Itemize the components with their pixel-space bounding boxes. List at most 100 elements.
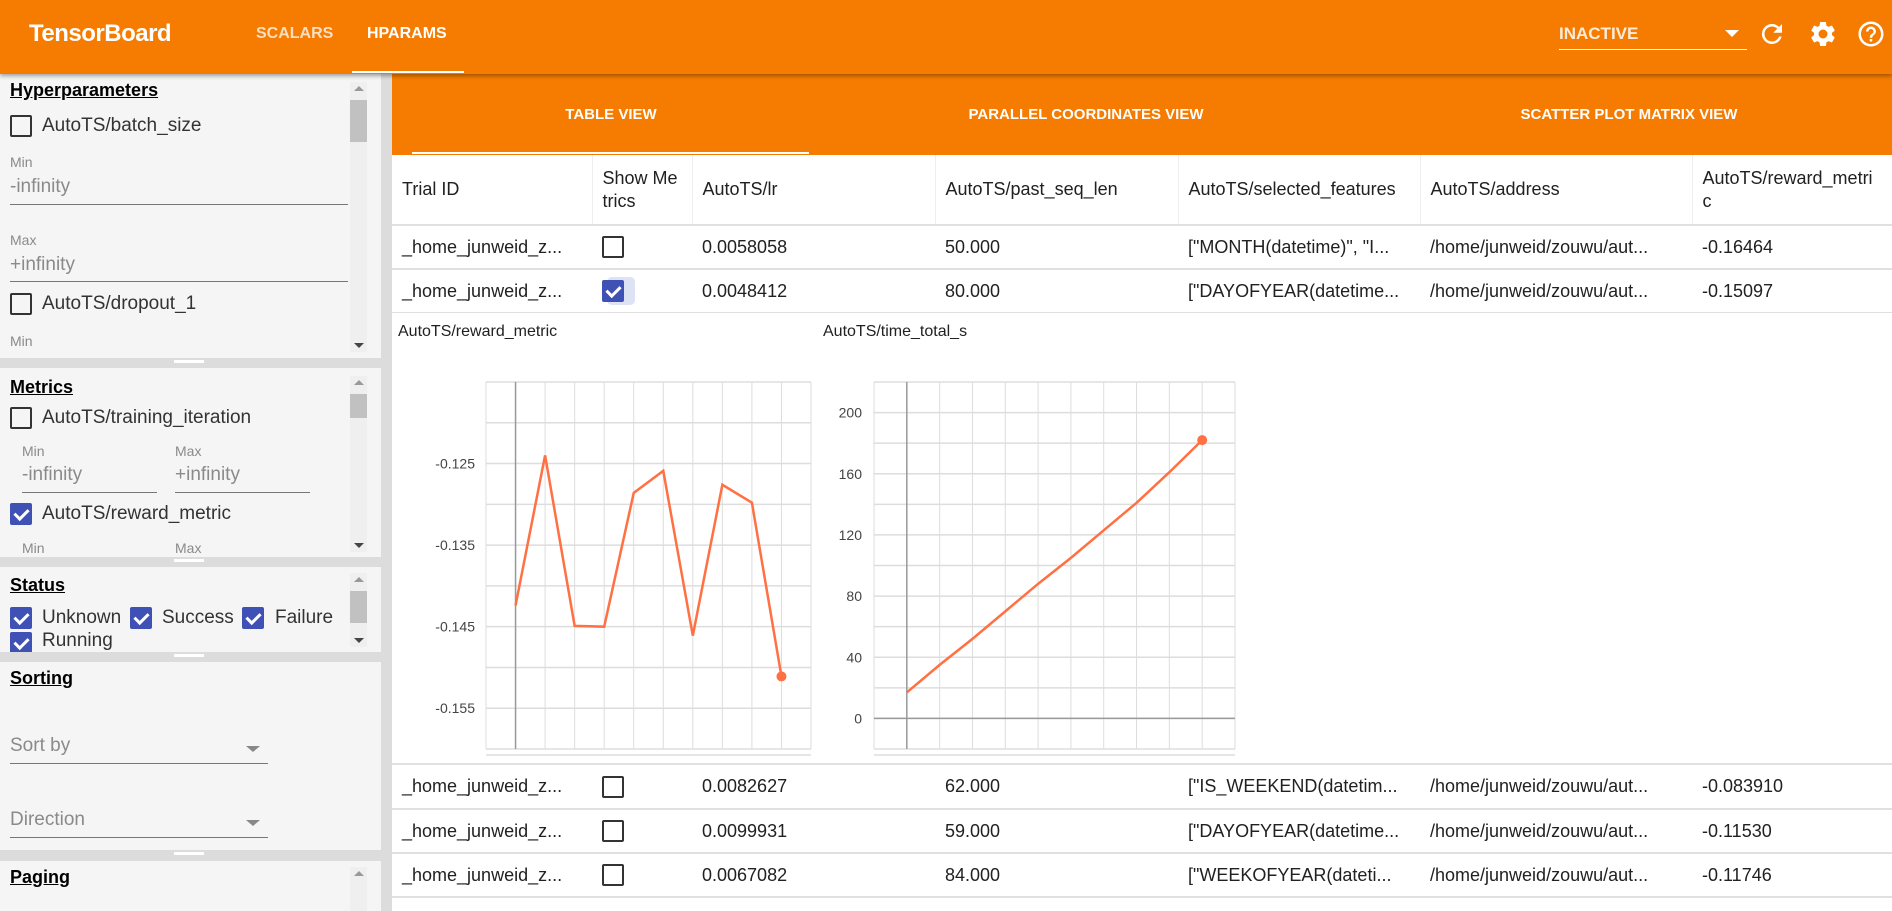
show-metrics-cell: [592, 269, 692, 314]
chart-title: AutoTS/reward_metric: [398, 323, 558, 340]
settings-icon[interactable]: [1808, 19, 1838, 49]
column-header-show-metrics[interactable]: Show Metrics: [592, 155, 693, 226]
tab-parallel-coordinates-view[interactable]: PARALLEL COORDINATES VIEW: [968, 106, 1204, 123]
hparam-label: AutoTS/dropout_1: [42, 293, 197, 314]
column-header-reward-metric[interactable]: AutoTS/reward_metric: [1692, 155, 1892, 226]
dropdown-arrow-icon: [246, 820, 260, 826]
status-section: Status Unknown Success Failure Running: [0, 567, 381, 652]
selected-features-cell: ["DAYOFYEAR(datetime...: [1178, 269, 1420, 314]
metric-checkbox-training-iteration[interactable]: [10, 407, 32, 429]
scrollbar[interactable]: [350, 82, 367, 352]
y-tick-label: -0.155: [435, 700, 475, 716]
show-metrics-checkbox[interactable]: [602, 280, 624, 303]
column-header-past-seq-len[interactable]: AutoTS/past_seq_len: [935, 155, 1179, 226]
show-metrics-checkbox[interactable]: [602, 864, 624, 887]
input-underline: [22, 492, 157, 493]
nav-tab-hparams[interactable]: HPARAMS: [367, 25, 447, 42]
view-tabs: TABLE VIEW PARALLEL COORDINATES VIEW SCA…: [392, 74, 1892, 155]
column-header-lr[interactable]: AutoTS/lr: [692, 155, 936, 226]
reward-metric-cell: -0.083910: [1692, 765, 1892, 810]
resize-handle[interactable]: [174, 654, 204, 657]
scrollbar[interactable]: [350, 573, 367, 647]
hyperparameters-section: Hyperparameters AutoTS/batch_size Min -i…: [0, 74, 381, 358]
table-row[interactable]: _home_junweid_z... 0.0067082 84.000 ["WEEKO…: [392, 853, 1892, 898]
trial-id-cell: _home_junweid_z...: [392, 225, 592, 270]
nav-tab-scalars[interactable]: SCALARS: [256, 25, 334, 42]
top-app-bar: TensorBoard SCALARS HPARAMS INACTIVE: [0, 0, 1892, 74]
selected-features-cell: ["WEEKOFYEAR(dateti...: [1178, 853, 1420, 898]
tab-scatter-plot-matrix-view[interactable]: SCATTER PLOT MATRIX VIEW: [1520, 106, 1738, 123]
dropdown-arrow-icon: [1725, 30, 1739, 37]
selected-features-cell: ["IS_WEEKEND(datetim...: [1178, 765, 1420, 810]
address-cell: /home/junweid/zouwu/aut...: [1420, 809, 1692, 854]
past-seq-len-cell: 50.000: [935, 225, 1178, 270]
status-label: Success: [162, 607, 234, 628]
selected-features-cell: ["MONTH(datetime)", "I...: [1178, 225, 1420, 270]
refresh-icon[interactable]: [1757, 19, 1787, 49]
metric-checkbox-reward-metric[interactable]: [10, 503, 32, 525]
input-underline: [10, 281, 348, 282]
series-line: [906, 439, 1204, 694]
reward-metric-cell: -0.11746: [1692, 853, 1892, 898]
table-row[interactable]: _home_junweid_z... 0.0099931 59.000 ["DAYOF…: [392, 809, 1892, 854]
min-input[interactable]: -infinity: [10, 176, 71, 197]
status-label: Unknown: [42, 607, 122, 628]
run-selector[interactable]: INACTIVE: [1559, 18, 1747, 50]
y-tick-label: 160: [839, 466, 863, 482]
scrollbar[interactable]: [350, 376, 367, 552]
status-checkbox-failure[interactable]: [242, 607, 264, 629]
resize-handle[interactable]: [174, 559, 204, 562]
y-tick-label: 120: [839, 527, 863, 543]
show-metrics-checkbox[interactable]: [602, 775, 624, 798]
input-underline: [175, 492, 310, 493]
table-row[interactable]: _home_junweid_z... 0.0082627 62.000 ["IS_WE…: [392, 765, 1892, 810]
table-row[interactable]: _home_junweid_z... 0.0048412 80.000 ["DAYOF…: [392, 269, 1892, 314]
y-tick-label: 80: [846, 588, 862, 604]
past-seq-len-cell: 62.000: [935, 765, 1178, 810]
input-underline: [10, 204, 348, 205]
trial-id-cell: _home_junweid_z...: [392, 765, 592, 810]
min-input[interactable]: -infinity: [22, 464, 83, 485]
column-header-trial-id[interactable]: Trial ID: [392, 155, 593, 226]
paging-section: Paging: [0, 861, 381, 911]
max-label: Max: [10, 232, 37, 248]
y-tick-label: 0: [854, 710, 862, 726]
status-checkbox-success[interactable]: [130, 607, 152, 629]
show-metrics-checkbox[interactable]: [602, 820, 624, 843]
direction-select[interactable]: Direction: [10, 809, 85, 830]
show-metrics-cell: [592, 853, 692, 898]
max-input[interactable]: +infinity: [10, 254, 75, 275]
status-checkbox-running[interactable]: [10, 632, 32, 652]
table-row[interactable]: _home_junweid_z... 0.0058058 50.000 ["MONTH…: [392, 225, 1892, 270]
table-header-row: Trial ID Show Metrics AutoTS/lr AutoTS/p…: [392, 155, 1892, 226]
column-header-selected-features[interactable]: AutoTS/selected_features: [1178, 155, 1421, 226]
min-label: Min: [22, 540, 45, 556]
resize-handle[interactable]: [174, 360, 204, 363]
column-header-address[interactable]: AutoTS/address: [1420, 155, 1693, 226]
status-label: Failure: [275, 607, 334, 628]
metrics-chart-area: AutoTS/reward_metric AutoTS/time_total_s…: [392, 313, 1892, 765]
sort-by-select[interactable]: Sort by: [10, 735, 71, 756]
status-label: Running: [42, 630, 113, 651]
y-tick-label: 40: [846, 649, 862, 665]
tab-table-view[interactable]: TABLE VIEW: [565, 106, 657, 123]
reward-metric-cell: -0.11530: [1692, 809, 1892, 854]
max-input[interactable]: +infinity: [175, 464, 240, 485]
metric-charts: 0123456789-0.125-0.135-0.145-0.155012345…: [435, 381, 1236, 756]
section-title: Paging: [10, 867, 71, 887]
help-icon[interactable]: [1856, 19, 1886, 49]
sidebar: Hyperparameters AutoTS/batch_size Min -i…: [0, 74, 392, 911]
show-metrics-checkbox[interactable]: [602, 236, 624, 259]
hparam-checkbox-batch-size[interactable]: [10, 115, 32, 137]
hparam-checkbox-dropout-1[interactable]: [10, 293, 32, 315]
past-seq-len-cell: 80.000: [935, 269, 1178, 314]
y-tick-label: -0.125: [435, 456, 475, 472]
scrollbar[interactable]: [350, 867, 367, 911]
status-checkbox-unknown[interactable]: [10, 607, 32, 629]
metric-label: AutoTS/training_iteration: [42, 407, 252, 428]
trial-id-cell: _home_junweid_z...: [392, 269, 592, 314]
address-cell: /home/junweid/zouwu/aut...: [1420, 269, 1692, 314]
trials-table: Trial ID Show Metrics AutoTS/lr AutoTS/p…: [392, 155, 1892, 898]
resize-handle[interactable]: [174, 852, 204, 855]
show-metrics-cell: [592, 809, 692, 854]
